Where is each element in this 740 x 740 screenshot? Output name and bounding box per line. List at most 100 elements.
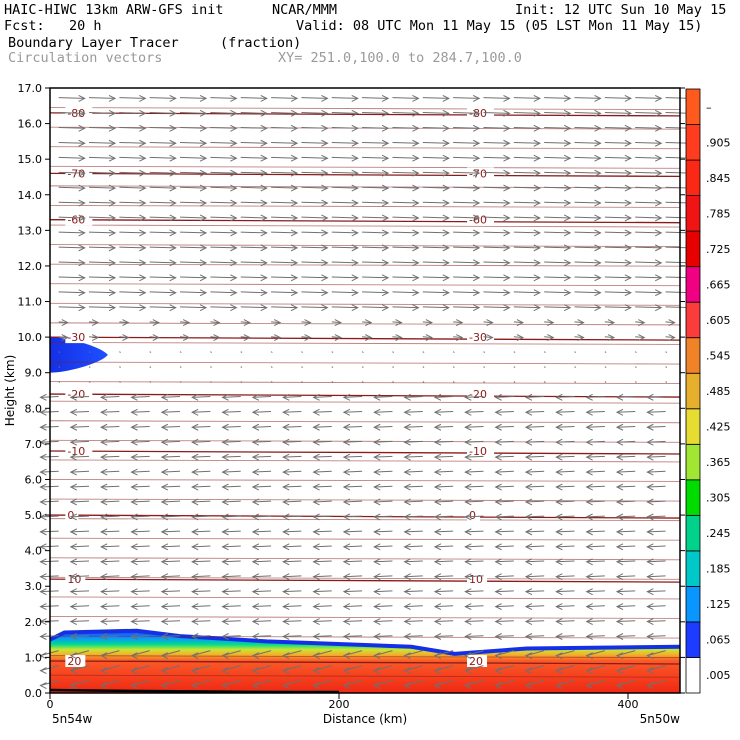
wind-vector [495,620,514,623]
wind-vector [101,470,120,473]
wind-vector [404,396,423,398]
wind-vector-head [412,274,420,282]
wind-vector-head [403,588,411,596]
wind-vector-head [646,667,654,675]
wind-vector [240,97,267,99]
wind-vector [58,336,68,339]
wind-vector [556,530,575,533]
wind-vector-head [251,558,260,566]
wind-vector [119,186,146,189]
wind-vector-head [503,154,511,162]
wind-vector-head [533,154,541,162]
wind-vector-head [290,214,299,222]
wind-vector-head [381,109,390,117]
wind-vector-head [139,274,147,282]
wind-vector-head [433,652,442,660]
wind-vector [392,246,419,249]
wind-vector-head [555,423,563,431]
wind-vector-head [654,259,663,267]
wind-vector-head [615,528,624,536]
wind-vector-head [108,229,117,237]
wind-vector-head [282,498,290,506]
colorbar-swatch [685,195,701,232]
wind-vector [161,635,181,638]
wind-vector-head [130,423,138,431]
wind-vector-head [290,184,299,192]
wind-vector-head [139,259,147,267]
wind-vector-head [282,543,290,551]
wind-vector-head [615,468,624,476]
wind-vector [374,635,393,638]
wind-vector-head [585,603,593,611]
wind-vector-head [108,259,117,267]
wind-vector [616,635,636,638]
wind-vector [513,186,540,189]
wind-vector [525,425,545,428]
wind-vector [465,620,484,623]
wind-vector [604,351,607,353]
wind-vector [313,665,332,672]
wind-vector [343,440,363,443]
wind-vector [452,351,455,353]
wind-vector-head [260,154,268,162]
wind-vector [392,216,419,219]
isotherm-line [49,263,681,267]
wind-vector [58,276,85,279]
wind-vector-head [555,438,563,446]
wind-vector-head [472,184,481,192]
colorbar-swatch [685,621,701,658]
contour-label: 0 [469,509,476,522]
wind-vector [58,351,61,353]
wind-vector-head [130,408,138,416]
wind-vector-head [555,513,563,521]
wind-vector-head [381,259,390,267]
isotherm-line [49,674,681,678]
wind-vector [544,97,571,99]
wind-vector [422,156,449,159]
wind-vector-head [563,244,572,252]
wind-vector-head [503,169,511,177]
wind-vector [404,650,423,657]
y-tick-label: 9.0 [25,367,43,380]
wind-vector [362,321,372,324]
wind-vector-head [69,468,78,476]
wind-vector [192,396,211,398]
wind-vector [604,201,631,204]
wind-vector [88,366,91,368]
wind-vector [465,590,484,593]
wind-vector [301,216,328,219]
wind-vector-head [78,244,86,252]
wind-vector-head [555,498,563,506]
wind-vector [513,366,516,368]
header-title: HAIC-HIWC 13km ARW-GFS init [4,2,224,18]
wind-vector-head [494,468,502,476]
wind-vector [240,171,267,174]
wind-vector-head [199,169,208,177]
wind-vector [240,141,267,144]
wind-vector-head [373,468,381,476]
header-valid: Valid: 08 UTC Mon 11 May 15 (05 LST Mon … [296,18,703,34]
wind-vector [574,141,601,144]
wind-vector-head [585,498,593,506]
wind-vector-head [668,334,676,342]
wind-vector [543,351,546,353]
wind-vector-head [78,214,86,222]
wind-vector [374,680,393,687]
wind-vector-head [615,453,624,461]
wind-vector-head [412,259,420,267]
wind-vector [252,665,272,672]
wind-vector-head [373,618,381,626]
wind-vector [283,515,302,518]
colorbar-label: .845 [706,172,731,185]
wind-vector [392,351,395,353]
wind-vector-head [321,139,329,147]
wind-vector [149,306,176,309]
wind-vector-head [646,652,654,660]
wind-vector-head [533,214,541,222]
wind-vector-head [160,498,169,506]
wind-vector-head [503,274,511,282]
wind-vector [574,261,601,264]
wind-vector-head [615,423,624,431]
wind-vector [58,216,85,219]
wind-vector-head [563,94,572,102]
